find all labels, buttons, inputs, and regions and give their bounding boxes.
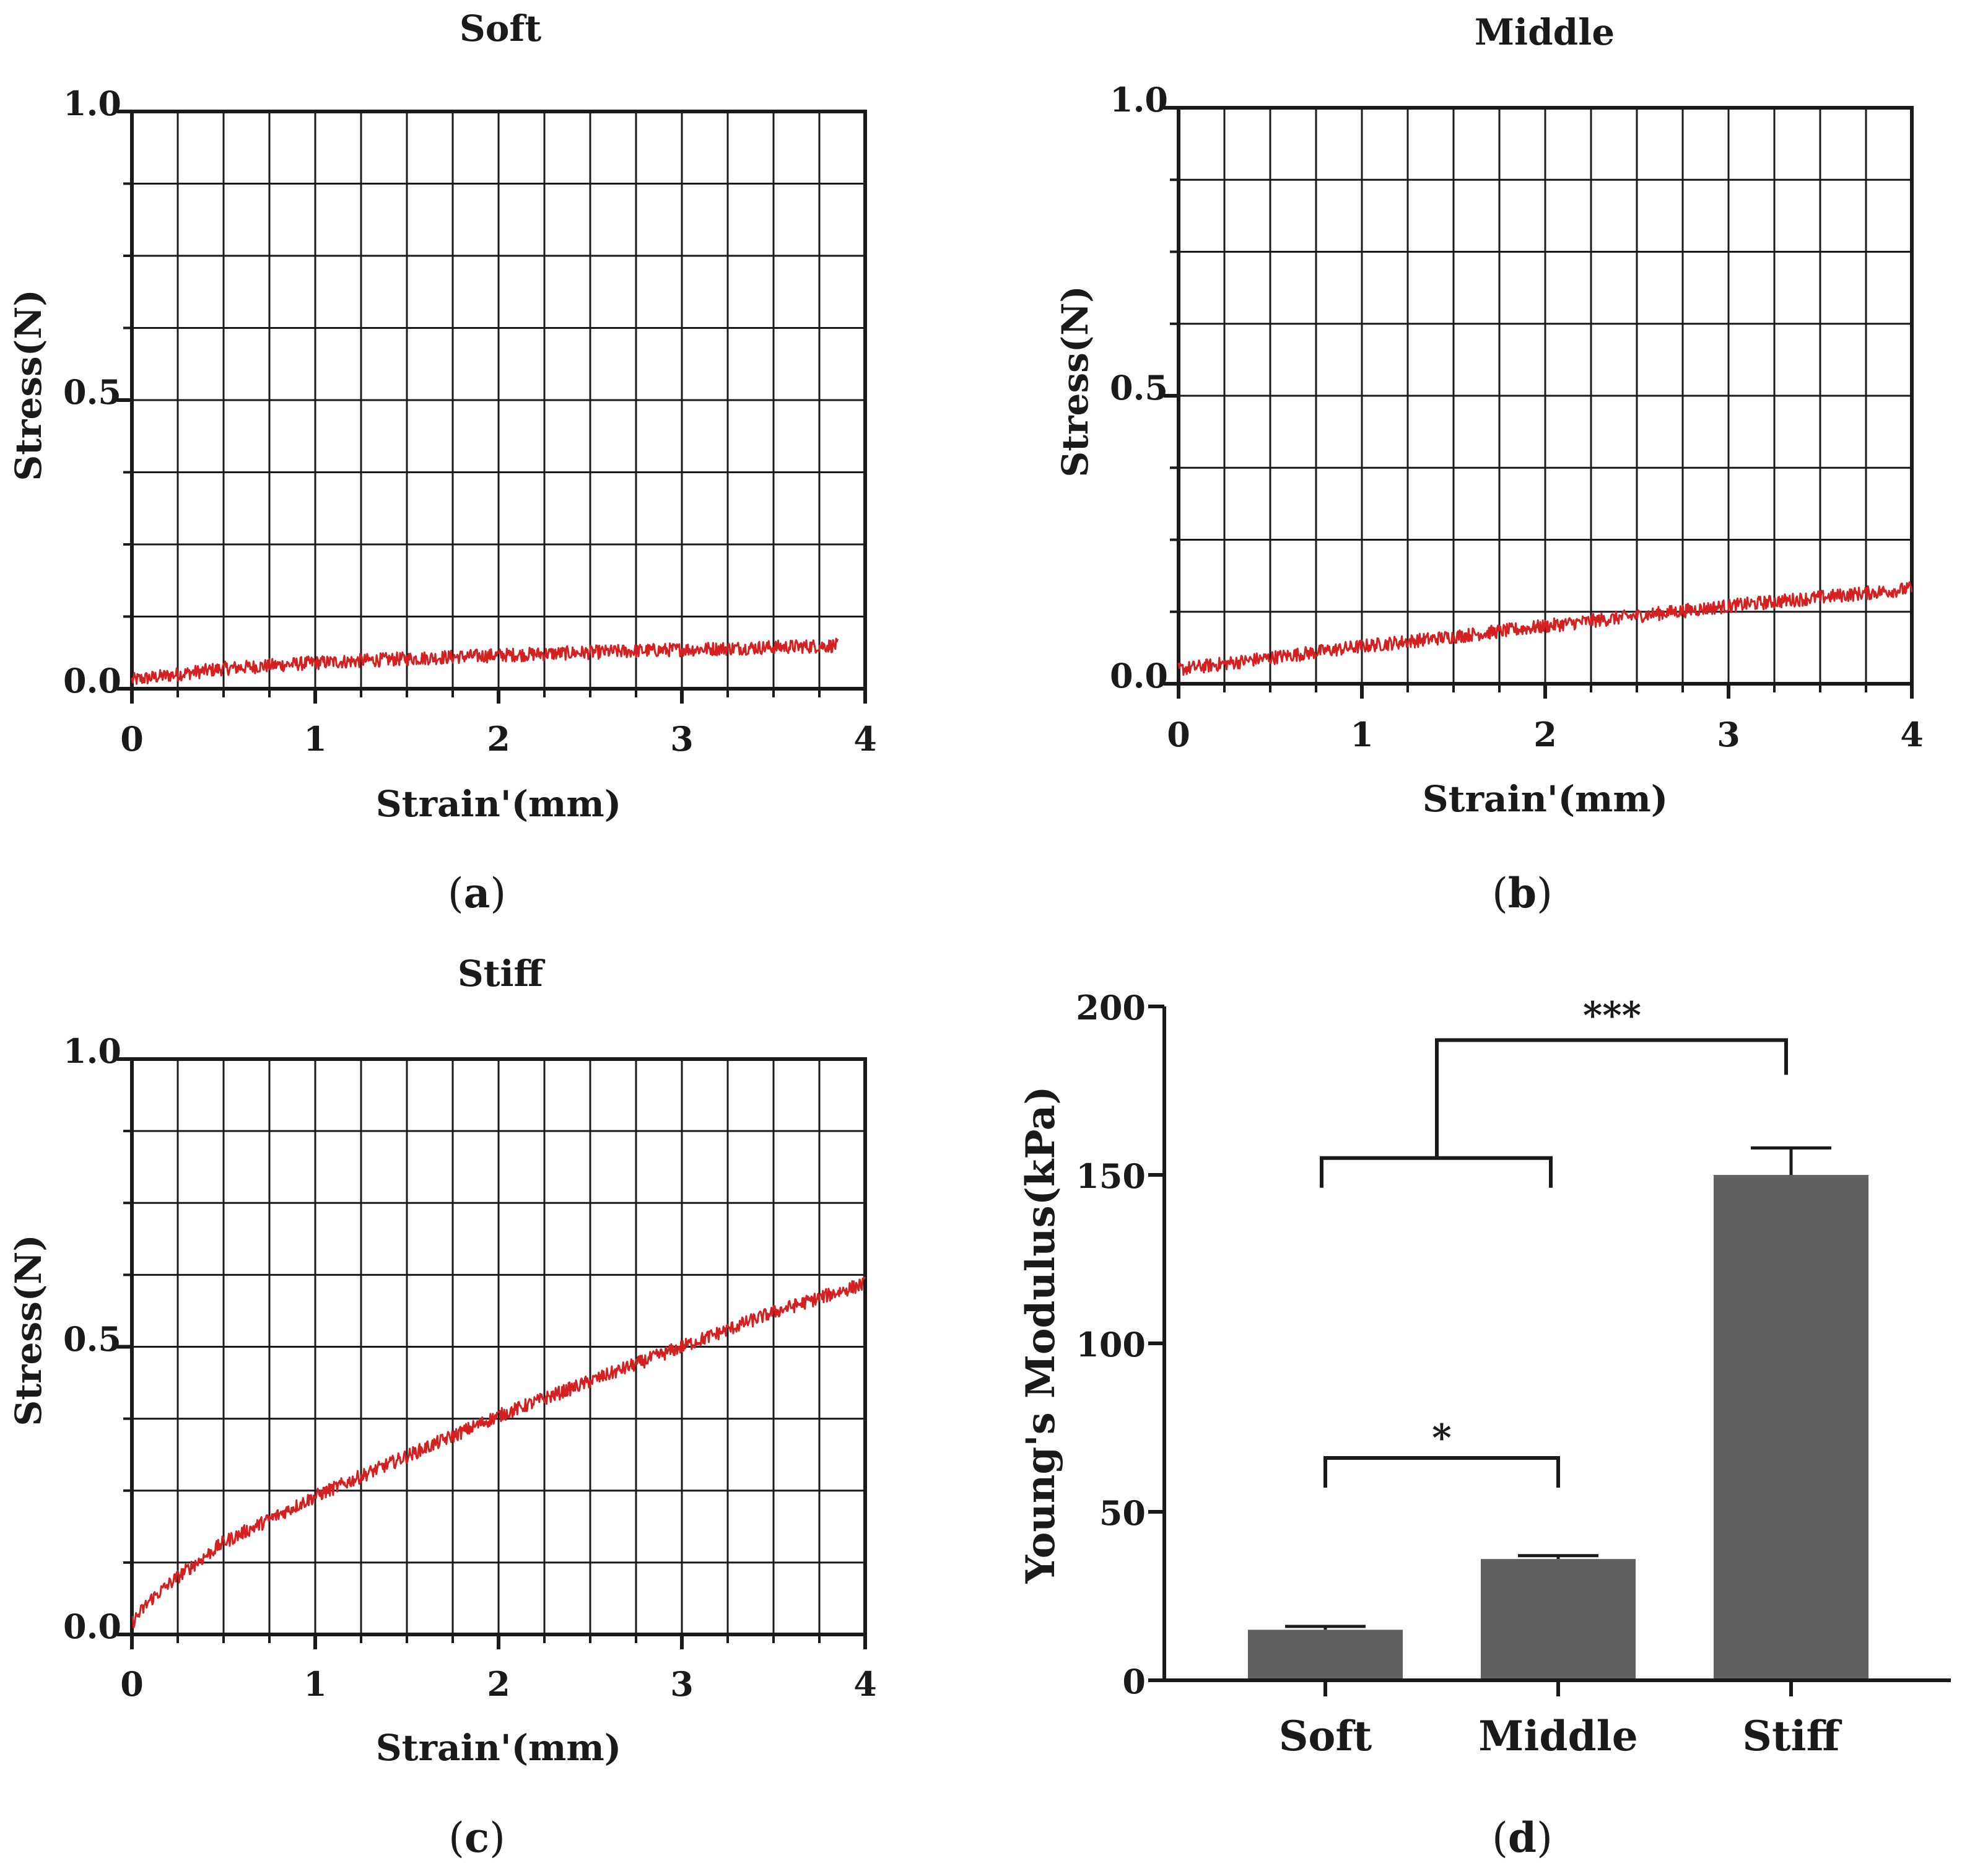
ytick-a-1: 0.5 [63, 372, 121, 412]
ticks-b [1164, 106, 1914, 699]
y-axis-label-b: Stress(N) [1054, 286, 1096, 477]
stress-strain-line-soft [131, 637, 839, 685]
ytick-c-0: 0.0 [63, 1607, 121, 1646]
xtick-a-3: 3 [670, 719, 694, 759]
stress-strain-line-stiff [131, 1276, 866, 1629]
category-label-stiff: Stiff [1742, 1712, 1842, 1760]
ytick-c-2: 1.0 [63, 1031, 121, 1071]
ytick-d-3: 150 [1076, 1156, 1146, 1196]
category-label-soft: Soft [1279, 1712, 1372, 1760]
significance-brackets [1320, 1038, 1788, 1488]
ytick-a-0: 0.0 [63, 661, 121, 700]
x-axis-label-b: Strain'(mm) [1423, 778, 1668, 820]
grid-b [1179, 108, 1912, 684]
xtick-a-2: 2 [487, 719, 510, 759]
xtick-a-1: 1 [303, 719, 327, 759]
xtick-c-1: 1 [303, 1664, 327, 1704]
ytick-d-4: 200 [1076, 988, 1146, 1027]
ticks-c [117, 1057, 867, 1649]
xtick-a-0: 0 [120, 719, 144, 759]
series-line-soft [131, 637, 839, 685]
ytick-b-0: 0.0 [1110, 656, 1168, 696]
ytick-b-1: 0.5 [1110, 368, 1168, 408]
xtick-a-4: 4 [853, 719, 877, 759]
bracket-group-stiff [1435, 1038, 1788, 1158]
chart-title-middle: Middle [1475, 11, 1615, 53]
panel-label-c: (c) [448, 1813, 505, 1862]
bars-d [1248, 1146, 1868, 1680]
bracket-soft-middle [1323, 1455, 1560, 1488]
xtick-b-4: 4 [1900, 715, 1924, 754]
series-line-stiff [131, 1276, 866, 1629]
ytick-c-1: 0.5 [63, 1319, 121, 1359]
ytick-d-0: 0 [1122, 1662, 1146, 1701]
bar-middle [1481, 1559, 1636, 1680]
chart-title-soft: Soft [460, 7, 542, 50]
ytick-b-2: 1.0 [1110, 80, 1168, 120]
series-line-middle [1177, 581, 1913, 676]
x-axis-label-c: Strain'(mm) [376, 1727, 621, 1769]
xtick-c-3: 3 [670, 1664, 694, 1704]
category-label-middle: Middle [1478, 1712, 1638, 1760]
significance-label-triple: *** [1583, 994, 1641, 1037]
stress-strain-line-middle [1177, 581, 1913, 676]
ytick-d-2: 100 [1076, 1325, 1146, 1364]
panel-label-b: (b) [1492, 869, 1553, 917]
chart-panel-a-soft: Soft 0.0 0.5 1.0 0 1 2 3 4 Strain'(mm) S… [7, 7, 877, 917]
ticks-a [117, 110, 867, 704]
bar-soft [1248, 1630, 1403, 1680]
xtick-b-1: 1 [1350, 715, 1374, 754]
axes-d [1148, 1005, 1951, 1696]
chart-panel-b-middle: Middle 0.0 0.5 1.0 0 1 2 3 4 Strain'(mm)… [1054, 11, 1924, 917]
panel-label-a: (a) [448, 869, 506, 917]
y-axis-label-d: Young's Modulus(kPa) [1018, 1086, 1064, 1584]
bar-stiff [1714, 1175, 1868, 1680]
ytick-a-2: 1.0 [63, 84, 121, 123]
xtick-b-0: 0 [1167, 715, 1190, 754]
xtick-c-2: 2 [487, 1664, 510, 1704]
y-axis-label-a: Stress(N) [7, 289, 50, 481]
significance-label-single: * [1432, 1416, 1451, 1460]
xtick-c-4: 4 [853, 1664, 877, 1704]
chart-panel-d-youngs-modulus: 0 50 100 150 200 Soft Middle Stiff Young… [1018, 988, 1951, 1862]
panel-label-d: (d) [1492, 1813, 1553, 1862]
xtick-b-3: 3 [1717, 715, 1740, 754]
ytick-d-1: 50 [1099, 1493, 1146, 1533]
xtick-c-0: 0 [120, 1664, 144, 1704]
chart-title-stiff: Stiff [458, 953, 546, 995]
x-axis-label-a: Strain'(mm) [376, 783, 621, 825]
grid-a [132, 111, 865, 689]
xtick-b-2: 2 [1533, 715, 1557, 754]
chart-panel-c-stiff: Stiff 0.0 0.5 1.0 0 1 2 3 4 Strain'(mm) … [7, 953, 877, 1862]
y-axis-label-c: Stress(N) [7, 1234, 50, 1426]
